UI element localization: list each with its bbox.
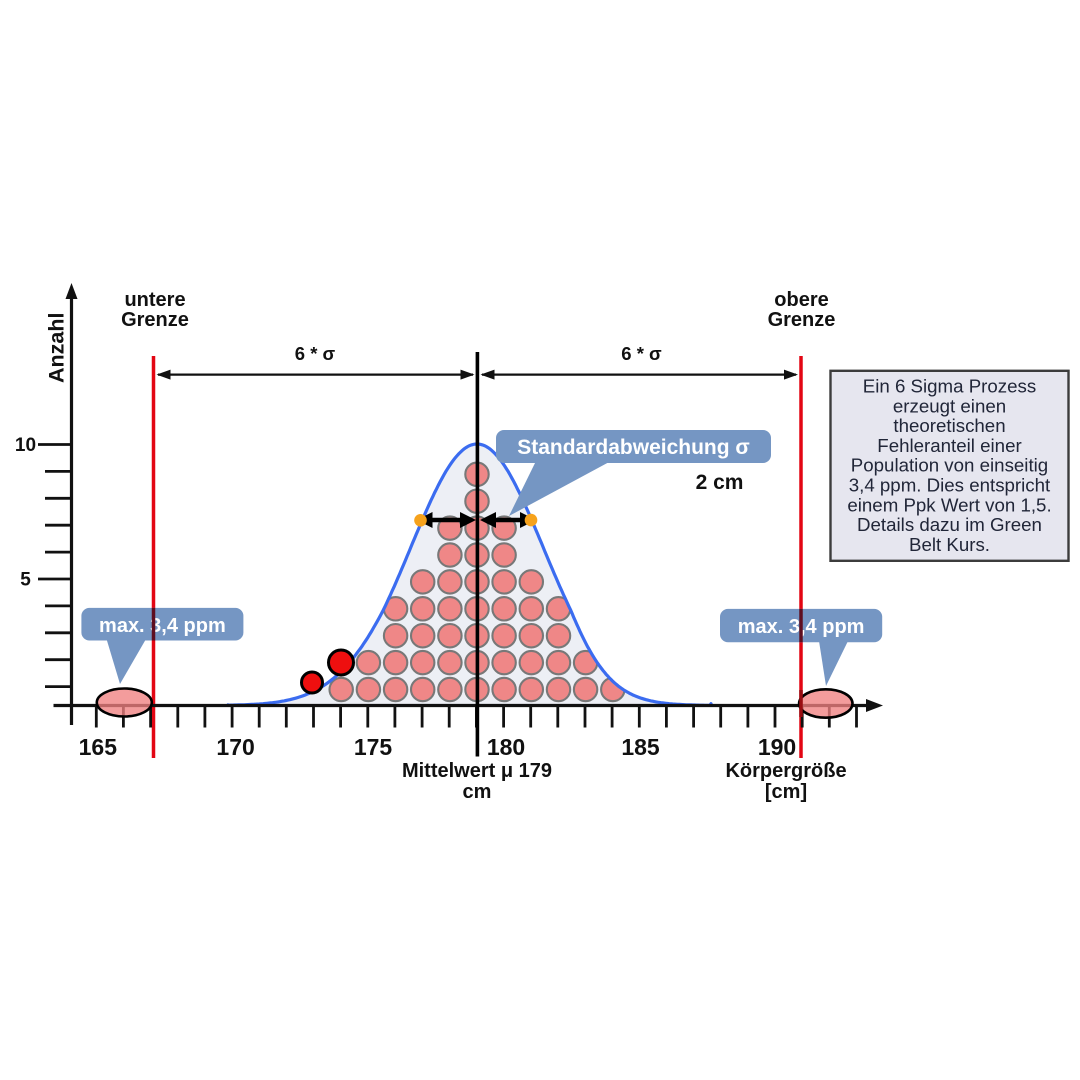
svg-text:Anzahl: Anzahl: [45, 313, 69, 383]
svg-text:175: 175: [354, 734, 393, 760]
svg-text:Grenze: Grenze: [768, 309, 836, 331]
svg-text:Fehleranteil einer: Fehleranteil einer: [877, 435, 1021, 456]
svg-text:Details dazu im Green: Details dazu im Green: [857, 514, 1042, 535]
svg-text:Körpergröße: Körpergröße: [725, 760, 846, 782]
svg-text:Grenze: Grenze: [121, 309, 189, 331]
svg-text:6 * σ: 6 * σ: [621, 343, 662, 364]
svg-text:theoretischen: theoretischen: [893, 415, 1005, 436]
svg-text:Standardabweichung σ: Standardabweichung σ: [517, 436, 750, 459]
svg-text:6 * σ: 6 * σ: [295, 343, 336, 364]
svg-text:10: 10: [15, 435, 36, 456]
svg-text:3,4 ppm. Dies entspricht: 3,4 ppm. Dies entspricht: [849, 475, 1051, 496]
svg-text:cm: cm: [463, 781, 492, 803]
svg-text:einem Ppk Wert von 1,5.: einem Ppk Wert von 1,5.: [847, 494, 1051, 515]
svg-text:[cm]: [cm]: [765, 781, 807, 803]
svg-text:5: 5: [20, 570, 31, 591]
svg-text:obere: obere: [774, 289, 828, 311]
svg-text:2 cm: 2 cm: [696, 471, 744, 494]
svg-text:185: 185: [621, 734, 660, 760]
svg-text:165: 165: [79, 734, 118, 760]
svg-text:180: 180: [487, 734, 525, 760]
svg-text:untere: untere: [124, 289, 185, 311]
svg-text:max. 3,4 ppm: max. 3,4 ppm: [99, 615, 226, 637]
svg-text:Ein 6 Sigma Prozess: Ein 6 Sigma Prozess: [863, 376, 1036, 397]
svg-text:Population von einseitig: Population von einseitig: [851, 455, 1048, 476]
svg-text:Mittelwert μ 179: Mittelwert μ 179: [402, 760, 552, 782]
svg-text:170: 170: [216, 734, 254, 760]
svg-text:erzeugt einen: erzeugt einen: [893, 395, 1006, 416]
svg-text:Belt Kurs.: Belt Kurs.: [909, 534, 990, 555]
svg-text:190: 190: [758, 734, 796, 760]
